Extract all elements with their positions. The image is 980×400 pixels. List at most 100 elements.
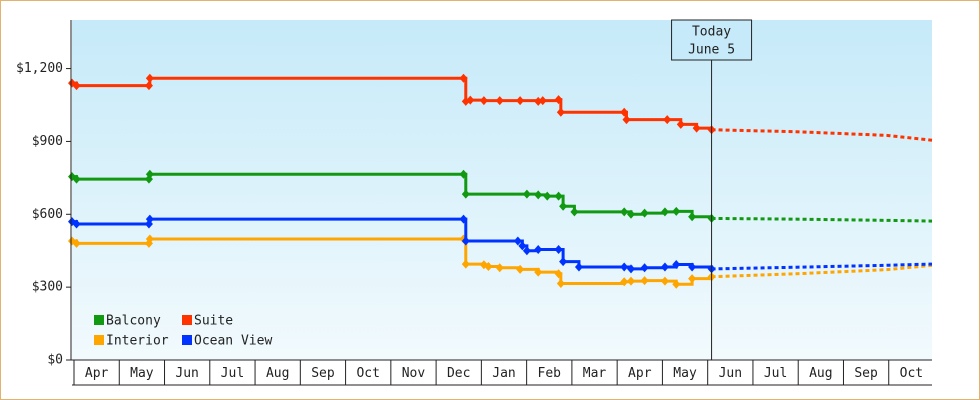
price-point bbox=[672, 279, 681, 289]
price-point bbox=[627, 209, 635, 219]
today-label: Today bbox=[692, 25, 731, 40]
x-tick-label: May bbox=[130, 366, 154, 381]
x-tick-label: Jul bbox=[221, 366, 244, 381]
price-point bbox=[570, 207, 579, 217]
price-point bbox=[640, 208, 649, 218]
price-point bbox=[543, 191, 552, 201]
x-tick-label: Jan bbox=[492, 366, 515, 381]
price-point bbox=[554, 269, 563, 279]
price-point bbox=[72, 81, 81, 91]
price-point bbox=[516, 96, 525, 106]
price-point bbox=[495, 263, 504, 273]
price-point bbox=[559, 201, 568, 211]
price-point bbox=[145, 169, 154, 179]
x-tick-label: Sep bbox=[854, 366, 878, 381]
y-tick-label: $0 bbox=[47, 353, 63, 368]
price-point bbox=[692, 123, 701, 133]
legend-swatch bbox=[94, 335, 104, 345]
forecast-line bbox=[711, 128, 933, 142]
price-point bbox=[622, 115, 631, 125]
y-tick-label: $1,200 bbox=[16, 61, 63, 76]
price-point bbox=[522, 189, 531, 199]
price-point bbox=[461, 259, 470, 269]
price-point bbox=[620, 277, 629, 287]
price-point bbox=[72, 238, 81, 248]
today-box bbox=[671, 19, 753, 61]
price-point bbox=[660, 262, 669, 272]
price-point bbox=[574, 262, 583, 272]
price-point bbox=[660, 276, 669, 286]
price-point bbox=[538, 96, 547, 106]
x-tick-label: Oct bbox=[356, 366, 379, 381]
price-point bbox=[620, 262, 629, 272]
x-tick-label: Nov bbox=[402, 366, 426, 381]
price-point bbox=[672, 206, 681, 216]
legend-label: Interior bbox=[106, 334, 169, 349]
price-point bbox=[518, 241, 527, 251]
price-point bbox=[559, 257, 568, 267]
price-point bbox=[672, 260, 681, 270]
price-point bbox=[640, 276, 649, 286]
x-tick-label: Apr bbox=[85, 366, 109, 381]
price-point bbox=[554, 95, 563, 105]
price-point bbox=[676, 119, 685, 129]
price-point bbox=[554, 245, 563, 254]
price-point bbox=[688, 274, 697, 284]
price-point bbox=[620, 207, 629, 217]
x-tick-label: Aug bbox=[266, 366, 289, 381]
price-point bbox=[459, 169, 468, 179]
price-point bbox=[145, 234, 154, 244]
price-point bbox=[688, 212, 697, 222]
x-tick-label: Feb bbox=[538, 366, 562, 381]
price-point bbox=[660, 207, 669, 217]
x-tick-label: Jun bbox=[719, 366, 742, 381]
price-point bbox=[484, 262, 493, 271]
price-point bbox=[72, 174, 81, 184]
forecast-line bbox=[711, 262, 933, 271]
price-point bbox=[461, 189, 470, 199]
price-point bbox=[145, 214, 154, 224]
price-point bbox=[461, 236, 470, 246]
price-point bbox=[466, 95, 475, 105]
legend-swatch bbox=[182, 315, 192, 325]
x-tick-label: Jul bbox=[764, 366, 787, 381]
legend-label: Suite bbox=[194, 314, 233, 329]
y-tick-label: $600 bbox=[32, 207, 63, 222]
price-point bbox=[534, 245, 543, 254]
price-point bbox=[534, 190, 543, 200]
price-point bbox=[522, 246, 531, 256]
price-point bbox=[663, 115, 672, 125]
price-point bbox=[145, 73, 154, 83]
price-point bbox=[72, 219, 81, 229]
price-point bbox=[516, 264, 525, 274]
price-point bbox=[556, 279, 565, 288]
x-tick-label: Sep bbox=[311, 366, 335, 381]
legend-label: Balcony bbox=[106, 314, 161, 329]
price-point bbox=[459, 214, 468, 224]
x-tick-label: Aug bbox=[809, 366, 832, 381]
price-point bbox=[513, 236, 522, 246]
x-tick-label: Apr bbox=[628, 366, 652, 381]
x-tick-label: Jun bbox=[175, 366, 198, 381]
price-point bbox=[534, 267, 543, 277]
legend-swatch bbox=[94, 315, 104, 325]
price-point bbox=[640, 263, 649, 273]
legend-swatch bbox=[182, 335, 192, 345]
forecast-line bbox=[711, 216, 933, 223]
x-tick-label: Dec bbox=[447, 366, 470, 381]
plot-area bbox=[72, 20, 932, 360]
price-point bbox=[495, 96, 504, 106]
y-tick-label: $300 bbox=[32, 280, 63, 295]
price-point bbox=[459, 73, 468, 83]
y-tick-label: $900 bbox=[32, 134, 63, 149]
price-point bbox=[688, 262, 697, 272]
forecast-line bbox=[711, 263, 933, 279]
price-point bbox=[144, 81, 153, 91]
price-point bbox=[479, 96, 488, 106]
legend-label: Ocean View bbox=[194, 334, 272, 349]
price-point bbox=[556, 107, 565, 117]
x-tick-label: Oct bbox=[900, 366, 923, 381]
today-label: June 5 bbox=[688, 43, 735, 58]
